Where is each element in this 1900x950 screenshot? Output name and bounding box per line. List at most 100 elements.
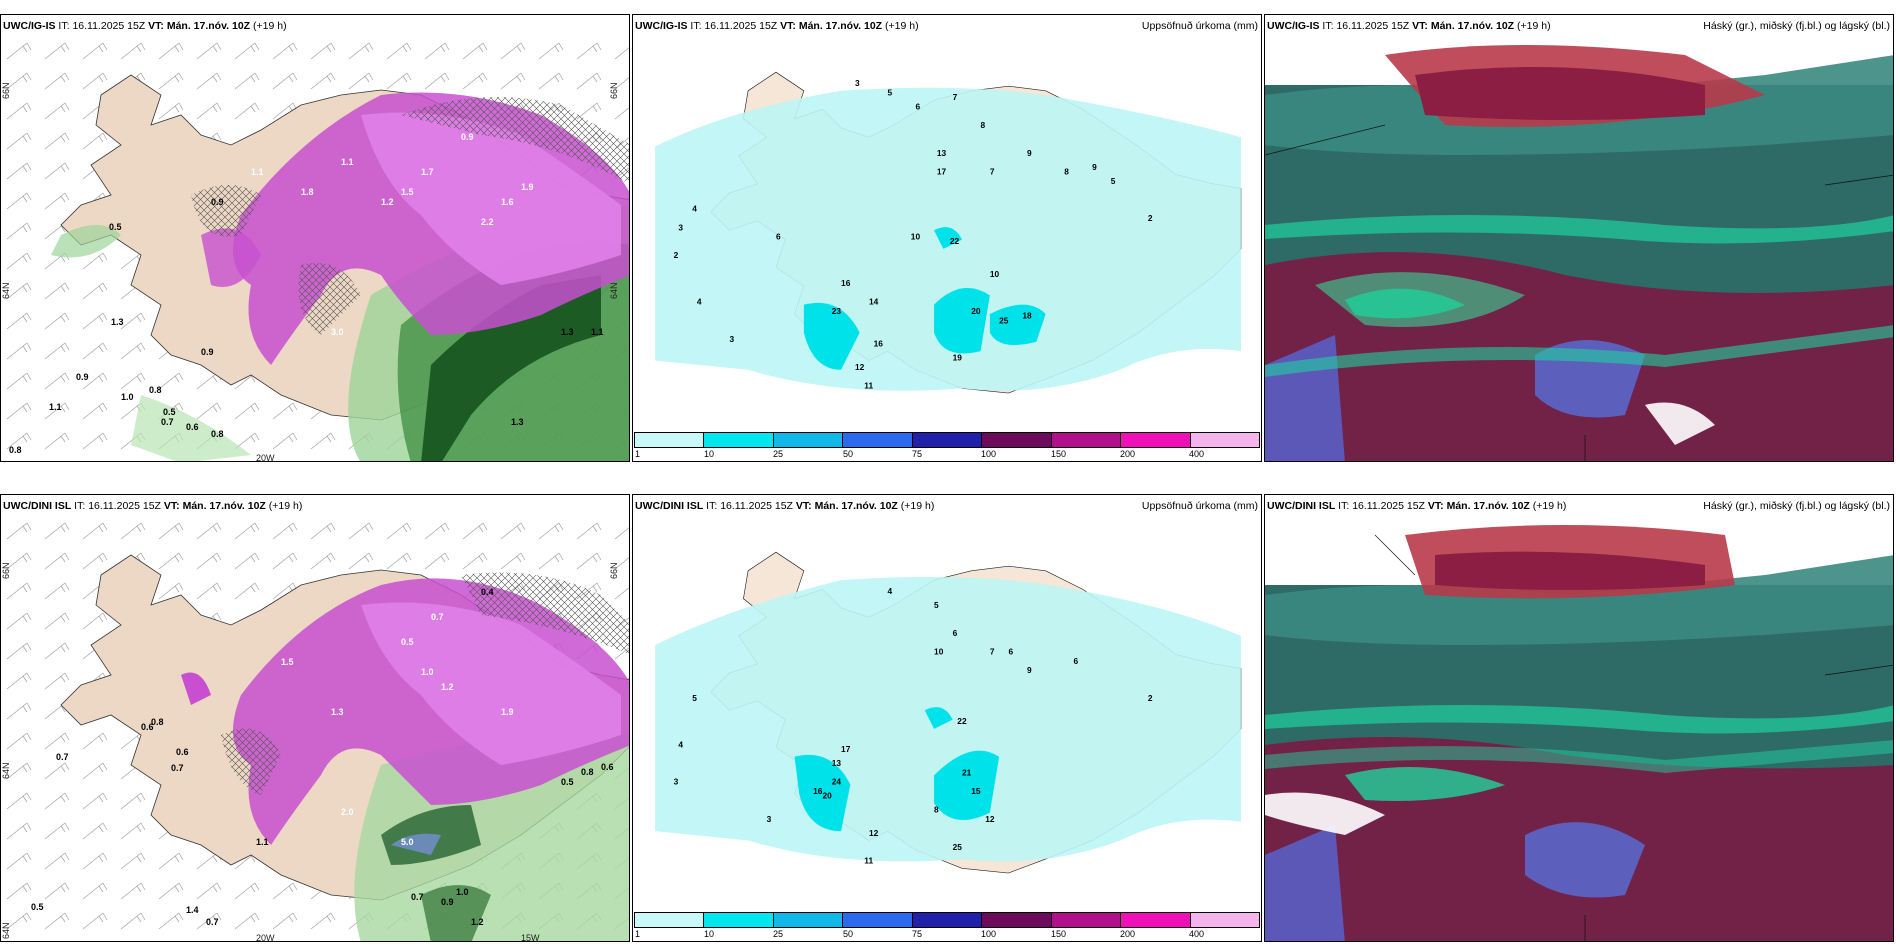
precip-legend: 1 10 25 50 75 100 150 200 400 (634, 432, 1260, 460)
svg-text:0.4: 0.4 (481, 587, 494, 597)
precip-values-dark: 0.5 0.9 1.3 0.9 1.1 1.0 0.8 0.5 0.6 0.8 … (9, 197, 604, 455)
svg-text:16: 16 (813, 786, 823, 796)
svg-text:5: 5 (692, 693, 697, 703)
svg-text:0.9: 0.9 (441, 897, 454, 907)
svg-text:1.4: 1.4 (186, 905, 199, 915)
legend-label: 50 (843, 449, 854, 459)
svg-text:1.1: 1.1 (251, 167, 264, 177)
svg-text:21: 21 (962, 767, 972, 777)
legend-swatch (1051, 433, 1122, 447)
legend-swatch (982, 433, 1052, 447)
svg-text:1.8: 1.8 (301, 187, 314, 197)
svg-text:3: 3 (674, 777, 679, 787)
svg-text:8: 8 (981, 120, 986, 130)
svg-text:1.2: 1.2 (441, 682, 454, 692)
svg-text:3: 3 (729, 334, 734, 344)
svg-text:1.5: 1.5 (401, 187, 414, 197)
svg-text:8: 8 (1064, 166, 1069, 176)
panel-top-left: UWC/IG-IS IT: 16.11.2025 15Z VT: Mán. 17… (0, 14, 630, 462)
svg-text:64N: 64N (609, 282, 619, 299)
legend-swatch (773, 913, 844, 927)
svg-text:0.9: 0.9 (201, 347, 214, 357)
legend-swatch (635, 433, 705, 447)
svg-text:0.5: 0.5 (401, 637, 414, 647)
legend-label: 400 (1189, 929, 1205, 939)
svg-text:0.5: 0.5 (31, 902, 44, 912)
legend-swatch (704, 433, 774, 447)
legend-label: 75 (912, 449, 923, 459)
svg-text:66N: 66N (1, 562, 11, 579)
svg-text:11: 11 (864, 856, 873, 866)
svg-text:1.3: 1.3 (561, 327, 574, 337)
svg-text:1.7: 1.7 (421, 167, 434, 177)
svg-text:1.5: 1.5 (281, 657, 294, 667)
svg-text:17: 17 (841, 744, 851, 754)
precip-values: 4 5 6 7 10 6 22 17 13 16 24 20 21 15 12 … (674, 586, 1153, 866)
svg-text:12: 12 (855, 362, 865, 372)
legend-label: 25 (773, 929, 784, 939)
svg-text:20W: 20W (256, 933, 275, 942)
svg-text:0.8: 0.8 (581, 767, 594, 777)
svg-text:9: 9 (1027, 665, 1032, 675)
legend-label: 100 (981, 449, 997, 459)
legend-swatch (704, 913, 774, 927)
panel-title: UWC/DINI ISL IT: 16.11.2025 15Z VT: Mán.… (635, 500, 935, 512)
precip-values: 3 5 7 6 8 9 8 7 9 5 4 3 2 13 17 10 22 16… (674, 78, 1153, 390)
svg-text:0.7: 0.7 (171, 763, 184, 773)
svg-text:4: 4 (697, 297, 702, 307)
legend-swatch (773, 433, 844, 447)
svg-text:19: 19 (953, 352, 963, 362)
svg-text:2: 2 (1148, 693, 1153, 703)
svg-text:15: 15 (971, 786, 981, 796)
svg-text:22: 22 (957, 716, 967, 726)
svg-text:0.5: 0.5 (109, 222, 122, 232)
svg-text:16: 16 (874, 339, 884, 349)
svg-text:0.5: 0.5 (446, 82, 459, 92)
svg-text:6: 6 (1074, 656, 1079, 666)
legend-swatch (843, 913, 913, 927)
svg-text:7: 7 (990, 646, 995, 656)
svg-text:66N: 66N (609, 82, 619, 99)
svg-text:15W: 15W (521, 933, 540, 942)
svg-text:11: 11 (864, 380, 873, 390)
svg-text:0.8: 0.8 (151, 717, 164, 727)
svg-text:1.9: 1.9 (501, 707, 514, 717)
legend-label: 200 (1120, 449, 1136, 459)
svg-text:8: 8 (934, 805, 939, 815)
svg-text:1.1: 1.1 (49, 402, 62, 412)
svg-text:1.3: 1.3 (511, 417, 524, 427)
svg-text:10: 10 (934, 646, 944, 656)
svg-text:0.7: 0.7 (431, 612, 444, 622)
legend-swatch (982, 913, 1052, 927)
panel-title: UWC/IG-IS IT: 16.11.2025 15Z VT: Mán. 17… (635, 20, 919, 32)
svg-text:7: 7 (990, 166, 995, 176)
svg-text:13: 13 (937, 148, 947, 158)
svg-text:3: 3 (855, 78, 860, 88)
svg-text:20: 20 (971, 306, 981, 316)
svg-text:6: 6 (915, 101, 920, 111)
legend-label: 10 (704, 929, 715, 939)
svg-text:17: 17 (937, 166, 947, 176)
svg-text:3: 3 (767, 814, 772, 824)
svg-text:0.8: 0.8 (9, 445, 22, 455)
svg-text:22: 22 (950, 236, 960, 246)
panel-subtitle: Háský (gr.), miðský (fj.bl.) og lágský (… (1703, 500, 1890, 512)
svg-text:7: 7 (953, 92, 958, 102)
svg-text:1.0: 1.0 (121, 392, 134, 402)
svg-text:24: 24 (832, 777, 842, 787)
svg-text:1.2: 1.2 (381, 197, 394, 207)
panel-subtitle: Háský (gr.), miðský (fj.bl.) og lágský (… (1703, 20, 1890, 32)
legend-label: 25 (773, 449, 784, 459)
svg-text:66N: 66N (1, 82, 11, 99)
svg-text:5: 5 (1111, 176, 1116, 186)
precip-values: 0.5 0.9 1.1 1.7 1.9 2.2 1.6 1.2 3.0 1.8 … (251, 82, 534, 337)
svg-text:12: 12 (985, 814, 995, 824)
svg-text:23: 23 (832, 306, 842, 316)
svg-text:2.2: 2.2 (481, 217, 494, 227)
legend-label: 10 (704, 449, 715, 459)
legend-swatch (1121, 433, 1191, 447)
svg-text:4: 4 (888, 586, 893, 596)
svg-text:0.7: 0.7 (161, 417, 174, 427)
panel-subtitle: Uppsöfnuð úrkoma (mm) (1141, 20, 1258, 32)
precip-values: 0.7 0.5 1.0 1.2 1.9 1.3 2.0 5.0 1.5 (281, 612, 514, 847)
